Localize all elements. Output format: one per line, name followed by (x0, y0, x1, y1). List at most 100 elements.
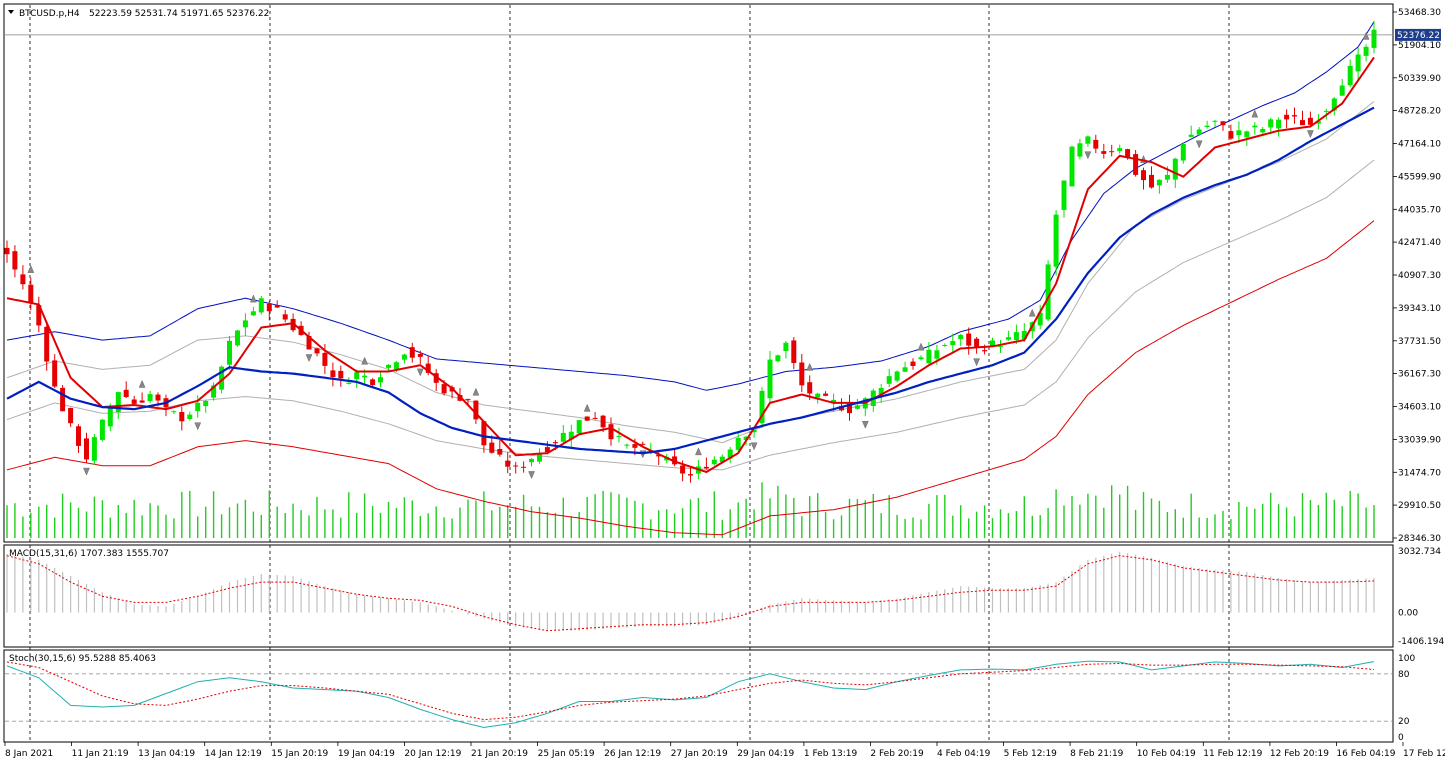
ma-mid-line (6, 106, 1375, 455)
candle-body (1085, 136, 1091, 144)
macd-panel[interactable] (3, 544, 1394, 648)
price-tick-label: 48728.20 (1398, 107, 1441, 117)
candle-body (656, 454, 662, 457)
candle-body (1276, 119, 1282, 129)
candle-body (878, 388, 884, 395)
price-tick-label: 36167.30 (1398, 370, 1441, 380)
candle-body (60, 387, 66, 412)
fractal-up-icon (1362, 31, 1370, 40)
candle-body (1117, 148, 1123, 152)
candle-body (815, 393, 821, 398)
fractal-up-icon (1028, 308, 1036, 317)
candle-body (409, 347, 415, 358)
candle-body (314, 348, 320, 354)
candle-body (282, 314, 288, 320)
candle-body (1164, 174, 1170, 180)
candle-body (608, 424, 614, 440)
candle-body (632, 444, 638, 448)
candle-body (1244, 131, 1250, 138)
candle-body (354, 372, 360, 380)
stoch-main-line (6, 660, 1375, 729)
stoch-levels (5, 673, 1392, 722)
candle-body (926, 349, 932, 364)
candle-body (1323, 110, 1329, 112)
candle-body (1188, 134, 1194, 137)
time-label: 29 Jan 04:19 (737, 749, 794, 759)
candle-body (950, 341, 956, 346)
candle-body (791, 340, 797, 363)
candle-body (847, 402, 852, 414)
price-axis: 53468.30 51904.10 50339.90 48728.20 47164.10… (1393, 8, 1441, 544)
candle-body (378, 377, 383, 383)
candle-body (330, 370, 336, 378)
current-price-box (1395, 28, 1441, 41)
candle-body (942, 345, 948, 346)
fractal-up-icon (249, 294, 257, 303)
time-label: 16 Feb 04:19 (1336, 749, 1395, 759)
candle-body (12, 251, 18, 270)
time-label: 8 Feb 21:19 (1070, 749, 1124, 759)
candle-body (235, 330, 240, 346)
candle-body (640, 443, 646, 445)
price-tick-label: 50339.90 (1398, 74, 1441, 84)
candle-body (99, 419, 105, 440)
candle-body (219, 366, 225, 390)
candle-body (958, 334, 964, 340)
candle-body (1228, 131, 1234, 139)
candle-body (513, 465, 519, 467)
candle-body (703, 466, 709, 469)
fractal-up-icon (917, 342, 925, 351)
candle-body (680, 465, 686, 474)
candle-body (1363, 46, 1369, 56)
time-label: 27 Jan 20:19 (671, 749, 728, 759)
candle-body (934, 350, 940, 359)
candle-body (1196, 129, 1202, 135)
candle-body (338, 370, 344, 379)
candle-body (537, 453, 542, 462)
symbol-dropdown-icon[interactable] (8, 10, 14, 14)
candle-body (719, 456, 725, 462)
candle-body (807, 382, 813, 394)
price-tick-label: 37731.50 (1398, 337, 1441, 347)
stoch-lines (6, 660, 1375, 729)
time-label: 11 Jan 21:19 (72, 749, 129, 759)
candle-body (115, 392, 121, 412)
candle-body (139, 400, 145, 403)
macd-histogram (6, 551, 1375, 631)
macd-tick-label: -1406.194 (1398, 637, 1444, 647)
macd-tick-label: 0.00 (1398, 609, 1418, 619)
time-label: 8 Jan 2021 (5, 749, 53, 759)
candle-body (1180, 144, 1186, 161)
candle-body (783, 342, 789, 351)
price-tick-label: 29910.50 (1398, 501, 1441, 511)
candle-body (560, 432, 566, 442)
price-tick-label: 42471.40 (1398, 238, 1441, 248)
fractal-up-icon (1251, 109, 1259, 118)
fractal-down-icon (973, 358, 980, 367)
time-label: 15 Jan 20:19 (271, 749, 328, 759)
price-tick-label: 33039.90 (1398, 435, 1441, 445)
price-tick-label: 44035.70 (1398, 205, 1441, 215)
price-tick-label: 31474.70 (1398, 468, 1441, 478)
time-label: 14 Jan 12:19 (205, 749, 262, 759)
time-label: 10 Feb 04:19 (1137, 749, 1196, 759)
candle-body (489, 442, 495, 453)
candle-body (1021, 331, 1027, 340)
candle-body (1315, 121, 1321, 124)
stoch-title: Stoch(30,15,6) 95.5288 85.4063 (9, 654, 156, 664)
time-label: 12 Feb 20:19 (1270, 749, 1329, 759)
candle-body (966, 333, 972, 346)
candle-body (854, 405, 860, 409)
candle-body (759, 390, 765, 424)
candle-body (107, 407, 113, 427)
candle-body (600, 415, 606, 428)
price-tick-label: 40907.30 (1398, 271, 1441, 281)
candle-body (902, 367, 908, 372)
fractal-up-icon (806, 362, 814, 371)
ma-fast-line (6, 56, 1375, 474)
symbol-label: BTCUSD.p,H4 (19, 9, 80, 19)
time-axis: 8 Jan 2021 11 Jan 21:19 13 Jan 04:19 14 Jan… (4, 742, 1445, 759)
candle-body (1101, 151, 1107, 154)
stoch-panel[interactable] (3, 649, 1394, 743)
